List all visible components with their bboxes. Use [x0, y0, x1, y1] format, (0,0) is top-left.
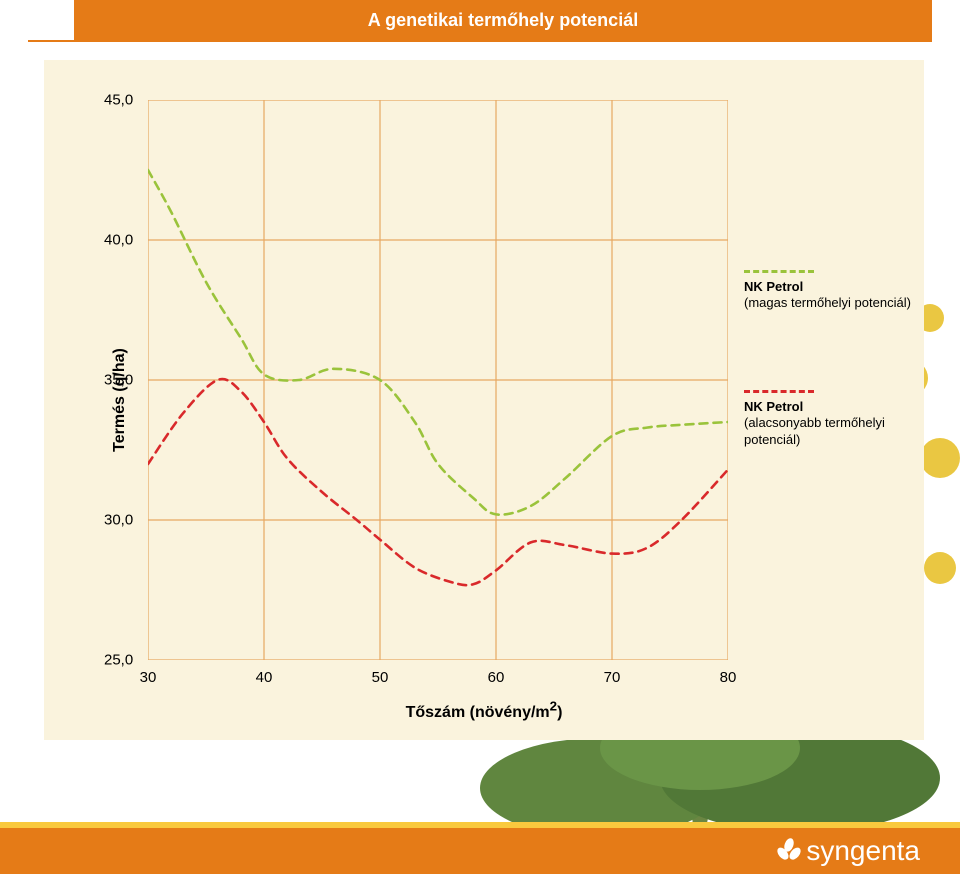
y-axis-label: Termés (q/ha) — [111, 348, 129, 452]
legend-swatch-2 — [744, 390, 814, 393]
y-tick: 25,0 — [104, 652, 133, 669]
x-tick: 50 — [372, 669, 389, 686]
footer-bar: syngenta — [0, 828, 960, 874]
legend-sub-2: (alacsonyabb termőhelyi potenciál) — [744, 415, 914, 448]
legend-title-2: NK Petrol — [744, 399, 914, 415]
legend-swatch-1 — [744, 270, 814, 273]
chart-container: Termés (q/ha) 25,030,035,040,045,0 30405… — [44, 60, 924, 740]
x-tick: 60 — [488, 669, 505, 686]
legend-series-1: NK Petrol (magas termőhelyi potenciál) — [744, 270, 914, 312]
page-title: A genetikai termőhely potenciál — [368, 10, 638, 31]
x-axis-label: Tőszám (növény/m2) — [44, 699, 924, 722]
logo-icon — [776, 838, 802, 864]
y-tick: 40,0 — [104, 232, 133, 249]
x-tick: 40 — [256, 669, 273, 686]
header-underline — [28, 40, 932, 42]
header-bar: A genetikai termőhely potenciál — [74, 0, 932, 40]
logo-text: syngenta — [806, 835, 920, 867]
y-tick: 30,0 — [104, 512, 133, 529]
chart-svg — [148, 100, 728, 660]
syngenta-logo: syngenta — [776, 835, 920, 867]
y-tick: 45,0 — [104, 92, 133, 109]
y-tick: 35,0 — [104, 372, 133, 389]
legend-series-2: NK Petrol (alacsonyabb termőhelyi potenc… — [744, 390, 914, 448]
x-tick: 30 — [140, 669, 157, 686]
x-tick: 80 — [720, 669, 737, 686]
page: A genetikai termőhely potenciál Termés (… — [0, 0, 960, 874]
legend-title-1: NK Petrol — [744, 279, 914, 295]
plot-area: 25,030,035,040,045,0 304050607080 — [148, 100, 728, 660]
x-tick: 70 — [604, 669, 621, 686]
legend-sub-1: (magas termőhelyi potenciál) — [744, 295, 914, 311]
